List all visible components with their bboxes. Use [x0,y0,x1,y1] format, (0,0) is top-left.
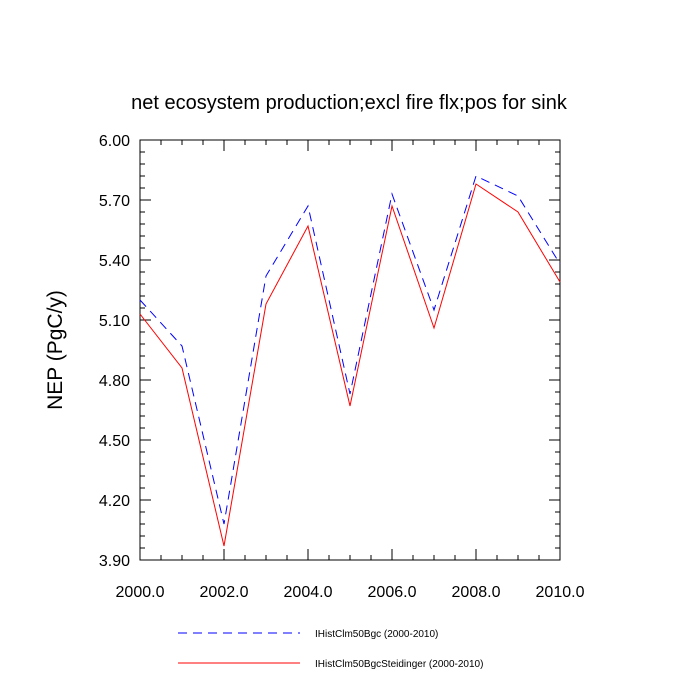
y-tick-label: 5.10 [99,313,130,330]
plot-area: 2000.0 2002.0 2004.0 2006.0 2008.0 2010.0 3.90… [99,133,585,601]
x-tick-label: 2002.0 [200,584,249,601]
y-tick-label: 3.90 [99,553,130,570]
y-tick-label: 5.40 [99,253,130,270]
x-tick-label: 2008.0 [452,584,501,601]
y-tick-label: 4.80 [99,373,130,390]
legend-label-2: IHistClm50BgcSteidinger (2000-2010) [315,659,483,670]
series-line-2 [139,183,561,547]
y-tick-label: 5.70 [99,193,130,210]
y-tick-label: 4.50 [99,433,130,450]
y-tick-label: 6.00 [99,133,130,150]
x-tick-label: 2010.0 [536,584,585,601]
x-tick-label: 2000.0 [116,584,165,601]
x-tick-label: 2006.0 [368,584,417,601]
series-line-1 [139,175,561,525]
y-axis-label: NEP (PgC/y) [44,290,67,410]
x-tick-label: 2004.0 [284,584,333,601]
plot-frame [139,139,561,561]
y-tick-label: 4.20 [99,493,130,510]
legend: IHistClm50Bgc (2000-2010) IHistClm50BgcSt… [178,629,483,670]
chart-title: net ecosystem production;excl fire flx;p… [131,92,568,114]
legend-label-1: IHistClm50Bgc (2000-2010) [315,629,438,640]
